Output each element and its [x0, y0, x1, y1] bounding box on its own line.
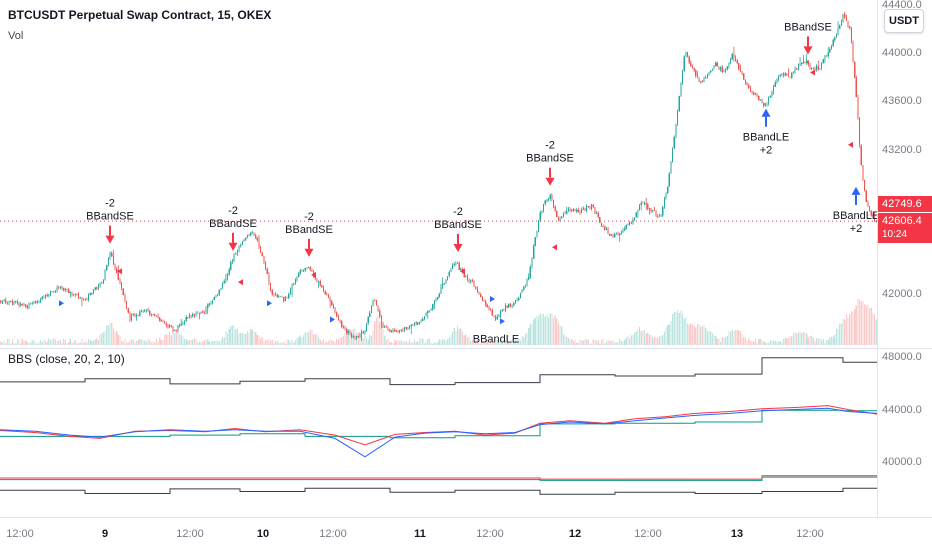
indicator-chart-canvas[interactable]: [0, 348, 877, 517]
candle-wicks: [0, 11, 877, 341]
indicator-legend[interactable]: BBS (close, 20, 2, 10): [8, 352, 125, 366]
signal-label: BBandLE: [473, 333, 519, 345]
long-signal: BBandLE+2: [743, 108, 789, 157]
last-price-badge: 42606.4 10:24: [878, 213, 932, 244]
tick-marker-icon: [810, 69, 815, 76]
tick-marker-icon: [848, 141, 853, 148]
svg-text:+2: +2: [850, 223, 863, 235]
price-axis-separator: [877, 0, 878, 517]
indicator-tick-label: 40000.0: [882, 456, 922, 468]
svg-text:-2: -2: [304, 211, 314, 223]
time-label: 10: [256, 528, 270, 540]
svg-text:-2: -2: [545, 140, 555, 152]
svg-text:-2: -2: [228, 205, 238, 217]
svg-text:BBandLE: BBandLE: [833, 210, 877, 222]
indicator-line-upper-band: [0, 357, 877, 386]
indicator-line-lower-band: [0, 487, 877, 495]
svg-text:BBandSE: BBandSE: [86, 211, 134, 223]
price-tick-label: 43200.0: [882, 143, 922, 156]
time-label: 12:00: [176, 528, 204, 540]
tick-marker-icon: [311, 271, 316, 278]
short-signal: BBandSE: [784, 21, 832, 55]
time-label: 12:00: [476, 528, 504, 540]
tick-marker-icon: [267, 300, 272, 307]
bar-markers: [59, 69, 853, 325]
svg-text:-2: -2: [453, 206, 463, 218]
time-label: 11: [414, 528, 426, 540]
time-label: 12:00: [6, 528, 34, 540]
price-tick-label: 44000.0: [882, 47, 922, 60]
svg-text:BBandSE: BBandSE: [285, 224, 333, 236]
tick-marker-icon: [552, 244, 557, 251]
time-axis[interactable]: 12:00 9 12:00 10 12:00 11 12:00 12 12:00 13 12:00: [0, 518, 932, 550]
chart-legend: BTCUSDT Perpetual Swap Contract, 15, OKE…: [8, 8, 271, 42]
svg-text:BBandLE: BBandLE: [473, 333, 519, 345]
indicator-line-lower-red-flat: [0, 475, 877, 480]
time-label: 12: [568, 528, 582, 540]
time-label: 13: [730, 528, 744, 540]
volume-bars: [0, 299, 877, 345]
currency-toggle-button[interactable]: USDT: [884, 9, 924, 33]
price-tick-label: 42000.0: [882, 288, 922, 301]
indicator-tick-label: 44000.0: [882, 403, 922, 416]
tick-marker-icon: [238, 279, 243, 286]
long-signal: BBandLE+2: [833, 186, 877, 235]
indicator-line-basis-green: [0, 409, 877, 439]
indicator-tick-label: 48000.0: [882, 351, 922, 363]
symbol-title[interactable]: BTCUSDT Perpetual Swap Contract, 15, OKE…: [8, 8, 272, 22]
price-tick-label: 43600.0: [882, 95, 922, 108]
time-axis-separator: [0, 517, 932, 518]
tick-marker-icon: [59, 300, 64, 307]
time-label: 12:00: [634, 528, 662, 540]
time-label: 9: [101, 528, 109, 540]
svg-text:BBandSE: BBandSE: [434, 219, 482, 231]
tick-marker-icon: [330, 316, 335, 323]
tick-marker-icon: [460, 268, 465, 275]
price-axis[interactable]: USDT 44400.0 44000.0 43600.0 43200.0 42000.0…: [878, 0, 932, 517]
indicator-line-lower-green-flat: [0, 476, 877, 481]
svg-text:BBandSE: BBandSE: [784, 21, 832, 33]
svg-text:BBandSE: BBandSE: [209, 218, 257, 230]
tick-marker-icon: [500, 318, 505, 325]
indicator-line-signal-red: [0, 405, 877, 446]
pane-separator[interactable]: [0, 348, 932, 349]
svg-text:+2: +2: [760, 145, 773, 157]
svg-text:BBandLE: BBandLE: [743, 132, 789, 144]
price-tick-label: 44400.0: [882, 0, 922, 12]
candle-bodies: [0, 13, 877, 339]
tick-marker-icon: [490, 296, 495, 302]
indicator-line-signal-blue: [0, 407, 877, 458]
volume-legend-label[interactable]: Vol: [8, 30, 24, 42]
time-label: 12:00: [796, 528, 824, 540]
svg-text:-2: -2: [105, 198, 115, 210]
time-label: 12:00: [319, 528, 347, 540]
tick-marker-icon: [117, 268, 122, 275]
svg-text:BBandSE: BBandSE: [526, 153, 574, 165]
price-badge: 42749.6: [878, 195, 932, 212]
